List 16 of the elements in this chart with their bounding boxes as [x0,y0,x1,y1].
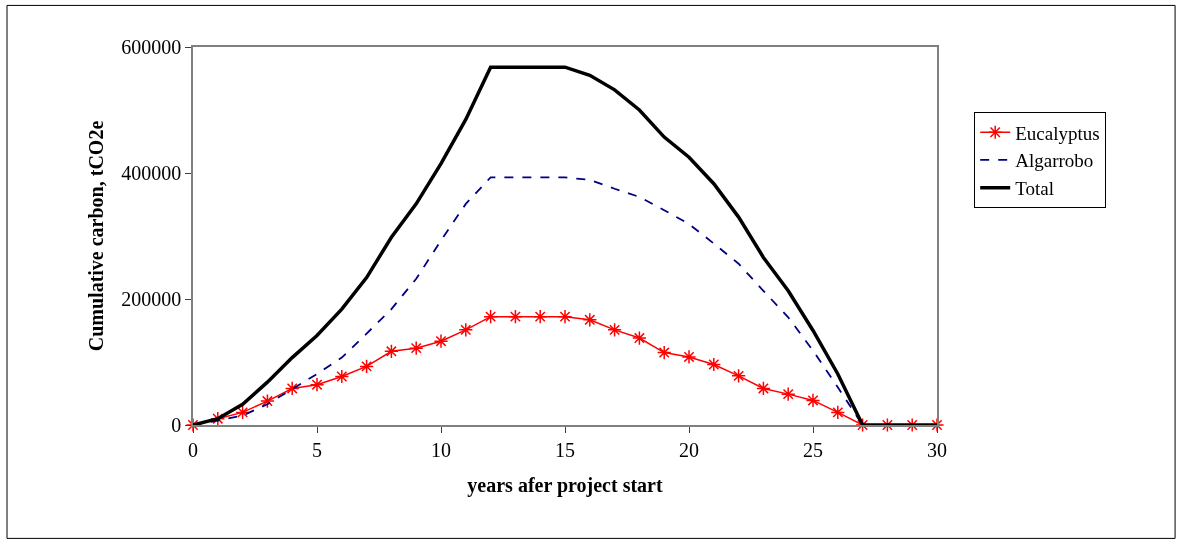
x-tick-label: 0 [188,438,198,461]
x-tick-label: 5 [312,438,322,461]
y-axis-title: Cumulative carbon, tCO2e [85,120,108,352]
x-axis-title: years afer project start [467,473,663,497]
y-tick-label: 0 [171,414,182,436]
legend-label: Algarrobo [1015,150,1094,172]
y-tick-label: 400000 [121,162,182,184]
legend-label: Eucalyptus [1015,122,1100,144]
y-tick-label: 200000 [121,288,182,310]
x-tick-label: 10 [431,438,451,461]
x-tick-label: 15 [555,438,575,461]
legend-label: Total [1015,178,1054,200]
x-tick-label: 20 [679,438,699,461]
x-tick-label: 25 [803,438,823,461]
y-tick-label: 600000 [121,36,182,58]
x-tick-label: 30 [927,438,947,461]
